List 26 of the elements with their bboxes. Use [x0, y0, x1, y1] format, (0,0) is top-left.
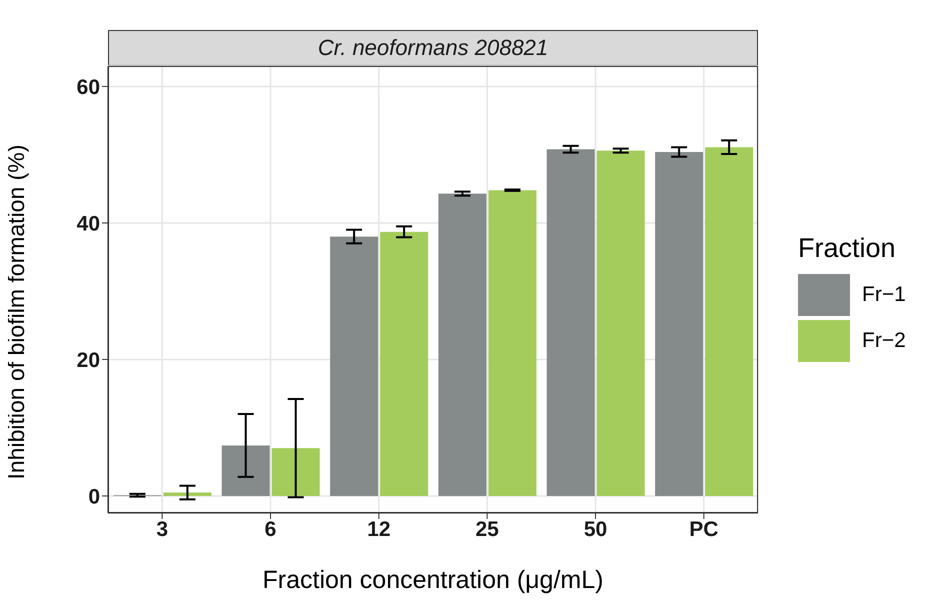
y-tick-label: 20: [76, 348, 100, 372]
bar: [163, 492, 212, 496]
bar: [488, 190, 536, 496]
y-tick-label: 40: [76, 212, 100, 236]
bar: [330, 236, 378, 496]
bar: [438, 194, 486, 496]
x-axis-title: Fraction concentration (μg/mL): [262, 566, 604, 594]
y-tick-label: 0: [88, 485, 100, 508]
x-tick-label: 3: [156, 518, 168, 541]
bar: [222, 445, 270, 496]
bar: [380, 232, 428, 496]
x-tick-label: PC: [689, 518, 718, 541]
chart-title: Cr. neoformans 208821: [108, 30, 758, 66]
bar: [705, 147, 754, 496]
y-tick-label: 60: [76, 76, 100, 99]
x-tick-label: 50: [584, 518, 608, 541]
legend-title: Fraction: [798, 233, 897, 264]
bar: [546, 149, 595, 496]
bar: [655, 152, 704, 496]
x-tick-label: 12: [367, 518, 391, 541]
x-tick-label: 6: [264, 518, 276, 541]
x-tick-label: 25: [475, 518, 500, 541]
bar: [596, 150, 645, 496]
legend-label: Fr−1: [862, 283, 906, 307]
bar: [272, 448, 320, 496]
legend-label: Fr−2: [862, 329, 906, 353]
